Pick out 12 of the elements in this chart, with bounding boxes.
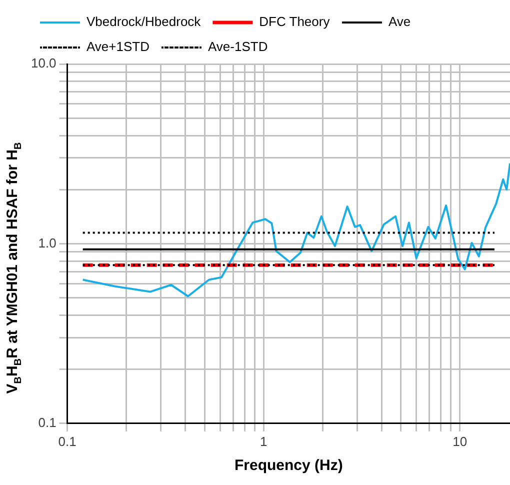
y-tick-label: 0.1 xyxy=(38,414,56,430)
y-tick-label: 1.0 xyxy=(38,235,56,250)
x-tick-label: 10 xyxy=(452,434,468,449)
legend-label: Ave+1STD xyxy=(86,39,150,54)
x-tick-label: 1 xyxy=(260,434,268,449)
y-tick-label: 10.0 xyxy=(30,56,56,71)
x-axis-title: Frequency (Hz) xyxy=(234,457,343,474)
x-tick-label: 0.1 xyxy=(58,434,76,449)
legend-label: DFC Theory xyxy=(259,14,330,30)
legend-label: Vbedrock/Hbedrock xyxy=(86,14,202,30)
legend-label: Ave xyxy=(388,14,411,30)
legend-label: Ave-1STD xyxy=(208,39,268,54)
